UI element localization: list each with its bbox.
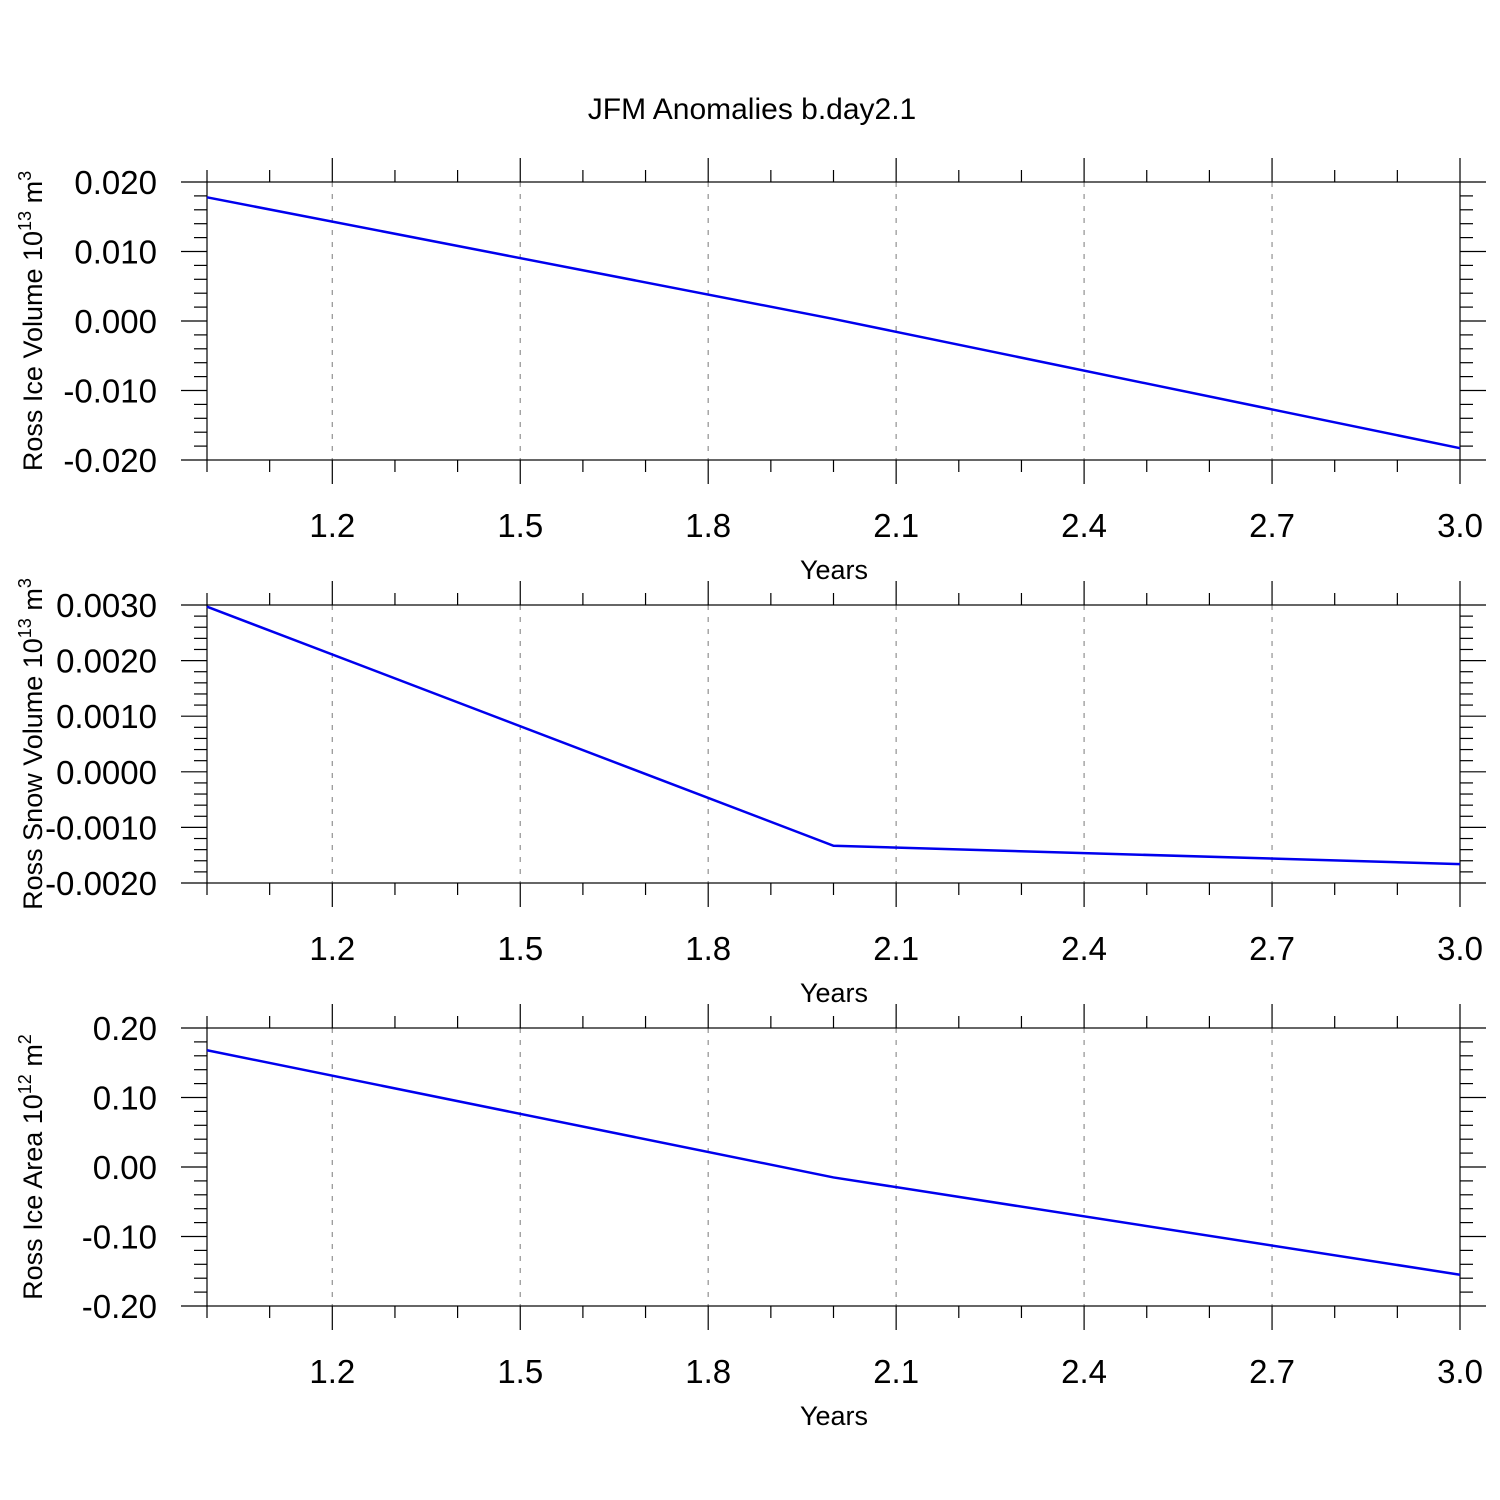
plot-frame xyxy=(206,1027,1461,1307)
x-tick-label: 2.7 xyxy=(1249,930,1295,967)
x-tick-label: 1.8 xyxy=(685,930,731,967)
y-axis-title: Ross Snow Volume 1013 m3 xyxy=(15,578,48,910)
x-tick-label: 2.7 xyxy=(1249,507,1295,544)
y-tick-label: 0.00 xyxy=(93,1149,157,1186)
y-axis-title-unit-exponent: 2 xyxy=(15,1034,35,1044)
y-axis-title-exponent: 13 xyxy=(15,211,35,231)
y-axis-title-exponent: 13 xyxy=(15,618,35,638)
figure-title: JFM Anomalies b.day2.1 xyxy=(588,93,917,126)
y-tick-label: 0.020 xyxy=(74,164,157,201)
y-tick-label: 0.20 xyxy=(93,1010,157,1047)
x-tick-label: 2.4 xyxy=(1061,930,1107,967)
y-axis-title-unit: m xyxy=(18,181,48,211)
x-tick-label: 2.1 xyxy=(873,1353,919,1390)
y-axis-title-text: Ross Snow Volume 10 xyxy=(18,638,48,910)
x-tick-label: 2.1 xyxy=(873,930,919,967)
y-axis-title-unit: m xyxy=(18,1044,48,1074)
y-tick-label: 0.010 xyxy=(74,234,157,271)
x-axis-title: Years xyxy=(800,555,868,585)
y-tick-label: -0.20 xyxy=(82,1288,157,1325)
x-tick-label: 1.5 xyxy=(497,507,543,544)
y-tick-label: 0.10 xyxy=(93,1080,157,1117)
y-tick-label: 0.0020 xyxy=(56,643,157,680)
x-axis-title: Years xyxy=(800,1401,868,1431)
series-line xyxy=(206,196,1461,450)
y-axis-title-unit-exponent: 3 xyxy=(15,578,35,588)
x-tick-label: 2.7 xyxy=(1249,1353,1295,1390)
series-line xyxy=(206,1049,1461,1276)
y-axis-title-unit-exponent: 3 xyxy=(15,171,35,181)
x-axis-title: Years xyxy=(800,978,868,1008)
y-tick-label: -0.0020 xyxy=(45,865,157,902)
y-axis-title: Ross Ice Area 1012 m2 xyxy=(15,1034,48,1300)
y-tick-label: -0.010 xyxy=(63,373,157,410)
panel-1: 1.2 1.5 1.8 2.1 2.4 2.7 3.0 -0.020 -0.010 0.000 0.… xyxy=(15,158,1486,585)
x-tick-label: 3.0 xyxy=(1437,1353,1483,1390)
plot-frame xyxy=(206,604,1461,884)
x-tick-label: 2.1 xyxy=(873,507,919,544)
y-axis-title-unit: m xyxy=(18,588,48,618)
x-tick-label: 1.5 xyxy=(497,930,543,967)
x-tick-label: 1.2 xyxy=(309,930,355,967)
y-tick-label: 0.000 xyxy=(74,303,157,340)
x-tick-label: 2.4 xyxy=(1061,1353,1107,1390)
x-tick-label: 3.0 xyxy=(1437,507,1483,544)
x-tick-label: 1.8 xyxy=(685,507,731,544)
y-tick-label: 0.0030 xyxy=(56,587,157,624)
y-tick-label: -0.0010 xyxy=(45,809,157,846)
x-tick-label: 2.4 xyxy=(1061,507,1107,544)
plot-frame xyxy=(206,181,1461,461)
y-axis-title: Ross Ice Volume 1013 m3 xyxy=(15,171,48,471)
x-tick-label: 1.2 xyxy=(309,1353,355,1390)
y-tick-label: -0.020 xyxy=(63,442,157,479)
x-tick-label: 1.2 xyxy=(309,507,355,544)
panel-3: 1.2 1.5 1.8 2.1 2.4 2.7 3.0 -0.20 -0.10 0.00 0.10 0… xyxy=(15,1004,1486,1431)
y-axis-title-text: Ross Ice Volume 10 xyxy=(18,231,48,471)
series-line xyxy=(206,605,1461,866)
y-tick-label: -0.10 xyxy=(82,1219,157,1256)
y-axis-title-text: Ross Ice Area 10 xyxy=(18,1094,48,1300)
x-tick-label: 1.8 xyxy=(685,1353,731,1390)
panel-2: 1.2 1.5 1.8 2.1 2.4 2.7 3.0 -0.0020 -0.0010 0.000… xyxy=(15,578,1486,1008)
y-tick-label: 0.0000 xyxy=(56,754,157,791)
y-tick-label: 0.0010 xyxy=(56,698,157,735)
x-tick-label: 1.5 xyxy=(497,1353,543,1390)
x-tick-label: 3.0 xyxy=(1437,930,1483,967)
y-axis-title-exponent: 12 xyxy=(15,1074,35,1094)
